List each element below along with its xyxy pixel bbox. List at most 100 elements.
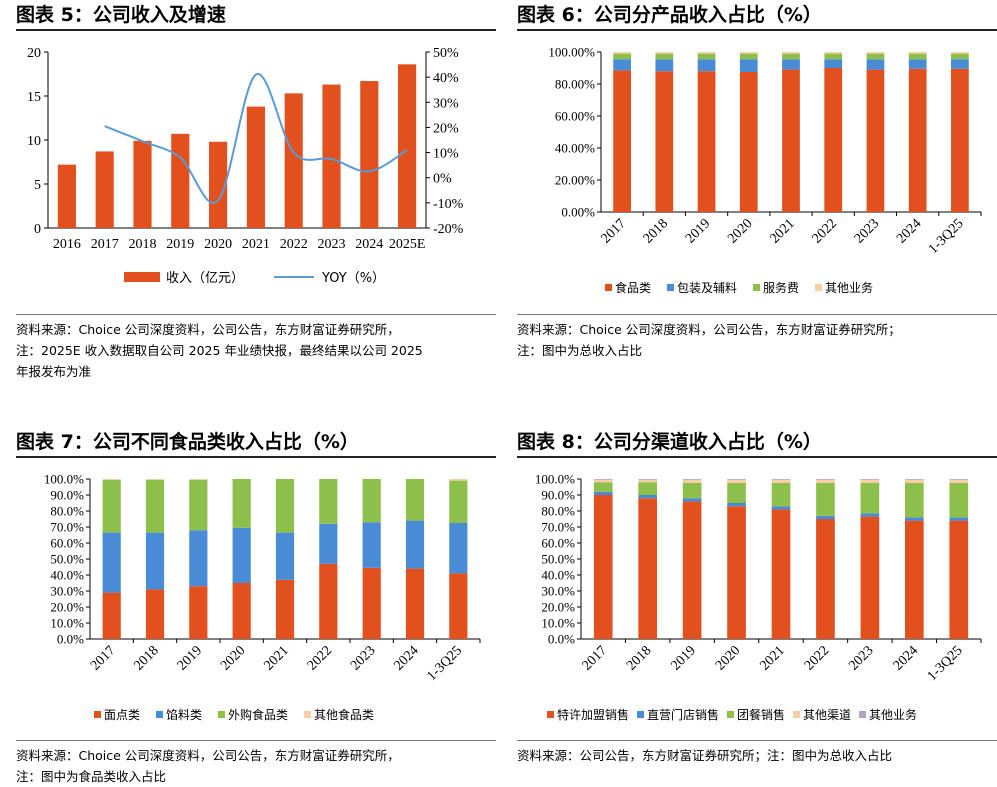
- stack-segment: [449, 480, 468, 523]
- x-tick-label: 2021: [757, 643, 787, 673]
- x-tick-label: 2018: [131, 643, 161, 673]
- stack-segment: [189, 530, 208, 587]
- stack-segment: [655, 71, 674, 212]
- x-tick-label: 2017: [91, 237, 119, 252]
- revenue-bar: [57, 164, 76, 228]
- chart-svg: 0.0%10.0%20.0%30.0%40.0%50.0%60.0%70.0%8…: [44, 472, 481, 722]
- stack-segment: [449, 479, 468, 481]
- y-tick-label: 20.0%: [50, 600, 84, 615]
- stack-segment: [613, 59, 631, 71]
- panel-channel-mix: 图表 8：公司分渠道收入占比（%） 0.0% 10.0% 20.0% 30.0% 40.…: [517, 429, 997, 763]
- stack-segment: [949, 479, 969, 483]
- stack-segment: [319, 563, 338, 639]
- revenue-bar: [246, 106, 265, 228]
- chart-svg: 0.00% 20.00% 40.00% 60.00% 80.00% 100.00% 2017…: [548, 45, 982, 295]
- x-tick-label: 2021: [242, 237, 270, 252]
- x-tick-label: 2022: [280, 237, 308, 252]
- note-line: 注：2025E 收入数据取自公司 2025 年业绩快报，最终结果以公司 2025: [16, 343, 423, 358]
- stack-segment: [102, 592, 121, 639]
- stack-segment: [816, 479, 835, 480]
- note-line: 注：图中为食品类收入占比: [16, 769, 167, 784]
- y2-tick-label: 0%: [433, 172, 452, 187]
- stack-segment: [951, 68, 969, 212]
- stack-segment: [697, 71, 716, 212]
- y-tick-label: 40.00%: [555, 141, 595, 156]
- y-tick-label: 90.0%: [50, 488, 84, 503]
- stack-segment: [905, 520, 924, 639]
- stack-segment: [727, 483, 746, 503]
- panel-food-mix: 图表 7：公司不同食品类收入占比（%） 0.0% 10.0% 20.0% 30.0% 4…: [16, 429, 496, 784]
- stack-segment: [362, 522, 381, 568]
- stack-segment: [449, 523, 468, 574]
- stack-segment: [593, 495, 613, 639]
- stack-segment: [771, 479, 791, 483]
- stack-segment: [866, 52, 885, 54]
- y-tick-label: 20: [27, 46, 41, 61]
- legend-swatch: [605, 284, 612, 291]
- panel-title: 图表 7：公司不同食品类收入占比（%）: [16, 429, 496, 458]
- stack-segment: [655, 52, 674, 54]
- x-tick-label: 2023: [318, 237, 346, 252]
- stack-segment: [782, 53, 800, 60]
- stack-segment: [613, 70, 631, 213]
- revenue-bar: [322, 84, 341, 228]
- stack-segment: [682, 498, 702, 502]
- x-tick-label: 2019: [175, 643, 205, 673]
- x-tick-label: 2020: [218, 643, 248, 673]
- y-tick-label: 30.0%: [541, 584, 575, 599]
- stack-segment: [189, 479, 208, 531]
- revenue-bar: [398, 64, 417, 228]
- y2-tick-label: 50%: [433, 46, 459, 61]
- revenue-bar: [133, 140, 152, 228]
- legend-label: 食品类: [615, 280, 651, 295]
- stack-segment: [771, 483, 791, 507]
- y-tick-label: 10.0%: [541, 616, 575, 631]
- stack-segment: [771, 506, 791, 510]
- stack-segment: [275, 579, 295, 639]
- revenue-bar: [171, 133, 190, 228]
- stack-segment: [319, 479, 338, 524]
- stack-segment: [908, 52, 927, 54]
- y-tick-label: 15: [27, 90, 41, 105]
- x-tick-label: 2018: [624, 643, 654, 673]
- y2-tick-label: -20%: [433, 222, 464, 237]
- stack-segment: [782, 52, 800, 54]
- legend-swatch: [667, 284, 674, 291]
- note-line: 注：图中为总收入占比: [517, 343, 643, 358]
- legend-label: 外购食品类: [228, 707, 288, 722]
- stack-segment: [145, 479, 165, 533]
- revenue-bar: [209, 141, 228, 228]
- x-tick-label: 2024: [891, 643, 921, 673]
- x-tick-label: 2017: [599, 216, 629, 246]
- stack-segment: [275, 532, 295, 580]
- legend-label: 其他食品类: [314, 707, 374, 722]
- legend-label-revenue: 收入（亿元）: [166, 271, 244, 286]
- stack-segment: [727, 479, 746, 480]
- stack-segment: [782, 69, 800, 212]
- x-tick-label: 2019: [683, 216, 713, 246]
- stack-segment: [951, 59, 969, 69]
- legend-label: 直营门店销售: [647, 707, 719, 722]
- stack-segment: [593, 479, 613, 483]
- stack-segment: [655, 53, 674, 60]
- legend-label: 其他业务: [825, 280, 873, 295]
- y-tick-label: 10.0%: [50, 616, 84, 631]
- y-tick-label: 30.0%: [50, 584, 84, 599]
- stack-segment: [727, 506, 746, 639]
- y-tick-label: 0.0%: [57, 632, 84, 647]
- note-line: 资料来源：Choice 公司深度资料，公司公告，东方财富证券研究所，: [16, 322, 400, 337]
- stack-segment: [949, 483, 969, 518]
- revenue-bar: [284, 93, 303, 228]
- stack-segment: [905, 479, 924, 483]
- stack-segment: [771, 479, 791, 480]
- x-tick-label: 2024: [391, 643, 421, 673]
- stack-segment: [232, 583, 251, 639]
- stack-segment: [860, 513, 880, 517]
- panel-title-text: 公司分渠道收入占比（%）: [593, 431, 822, 453]
- legend-swatch: [727, 711, 734, 718]
- stack-segment: [405, 520, 425, 569]
- legend-label: 其他业务: [869, 707, 917, 722]
- stack-segment: [908, 68, 927, 212]
- stack-segment: [593, 479, 613, 480]
- stack-segment: [824, 59, 843, 68]
